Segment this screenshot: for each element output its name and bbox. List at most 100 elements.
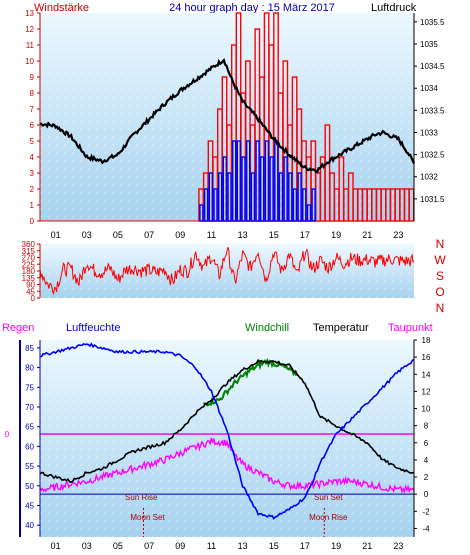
wind-tick-label: 1 bbox=[30, 201, 35, 210]
temperature-tick-label: 2 bbox=[424, 473, 429, 482]
gust-bar bbox=[222, 156, 228, 222]
wind-tick-label: 13 bbox=[25, 9, 34, 18]
temperature-tick-label: 10 bbox=[422, 405, 431, 414]
gust-bar bbox=[269, 156, 274, 222]
gust-bar bbox=[227, 172, 232, 222]
gust-bar bbox=[264, 140, 270, 222]
event-moon-rise: Moon Rise bbox=[309, 513, 348, 522]
pressure-tick-label: 1034.5 bbox=[420, 62, 445, 71]
humidity-tick-label: 65 bbox=[25, 423, 34, 432]
humidity-tick-label: 60 bbox=[25, 442, 34, 451]
event-moon-set: Moon Set bbox=[130, 513, 165, 522]
gust-bar bbox=[217, 172, 223, 222]
wind-direction-line bbox=[39, 246, 415, 295]
direction-tick-label: 315 bbox=[22, 247, 36, 256]
gust-bar bbox=[213, 188, 218, 222]
pressure-axis-title: Luftdruck bbox=[371, 2, 417, 14]
hour-label-top-15: 15 bbox=[269, 230, 279, 240]
direction-tick-label: 360 bbox=[22, 240, 36, 249]
compass-label-s: S bbox=[436, 269, 444, 283]
wind-tick-label: 11 bbox=[26, 41, 35, 50]
pressure-tick-label: 1034 bbox=[420, 84, 438, 93]
humidity-tick-label: 85 bbox=[25, 344, 34, 353]
windchill-line bbox=[202, 357, 298, 407]
wind-tick-label: 3 bbox=[30, 169, 35, 178]
hour-label-top-09: 09 bbox=[175, 230, 185, 240]
humidity-tick-label: 40 bbox=[25, 521, 34, 530]
hour-label-bottom-01: 01 bbox=[51, 541, 61, 551]
hour-label-top-05: 05 bbox=[113, 230, 123, 240]
temperature-line bbox=[39, 358, 414, 483]
gust-bar bbox=[208, 172, 214, 222]
wind-tick-label: 12 bbox=[25, 25, 34, 34]
event-sun-rise: Sun Rise bbox=[125, 493, 158, 502]
hour-label-bottom-05: 05 bbox=[113, 541, 123, 551]
compass-label-n: N bbox=[436, 301, 445, 315]
humidity-line bbox=[39, 342, 415, 520]
direction-tick-label: 225 bbox=[22, 260, 36, 269]
compass-label-o: O bbox=[435, 285, 444, 299]
temperature-tick-label: 18 bbox=[422, 336, 431, 345]
humidity-tick-label: 70 bbox=[25, 403, 34, 412]
dewpoint-line bbox=[39, 437, 415, 495]
pressure-tick-label: 1035 bbox=[420, 40, 438, 49]
humidity-tick-label: 80 bbox=[25, 364, 34, 373]
gust-bar bbox=[236, 140, 242, 222]
compass-label-w: W bbox=[434, 253, 446, 267]
gust-bar bbox=[241, 156, 246, 222]
temperature-tick-label: 0 bbox=[424, 490, 429, 499]
hour-label-bottom-11: 11 bbox=[207, 541, 216, 551]
hour-label-top-13: 13 bbox=[238, 230, 248, 240]
humidity-tick-label: 55 bbox=[25, 462, 34, 471]
temperature-tick-label: 8 bbox=[424, 422, 429, 431]
temperature-tick-label: -4 bbox=[422, 524, 430, 533]
temperature-tick-label: 6 bbox=[424, 439, 429, 448]
direction-tick-label: 0 bbox=[31, 294, 36, 303]
wind-tick-label: 7 bbox=[30, 105, 35, 114]
pressure-tick-label: 1032.5 bbox=[420, 151, 445, 160]
hour-label-bottom-13: 13 bbox=[238, 541, 248, 551]
temperature-tick-label: 14 bbox=[422, 370, 431, 379]
pressure-line bbox=[39, 58, 416, 174]
gust-bar bbox=[255, 140, 260, 222]
humidity-tick-label: 45 bbox=[25, 501, 34, 510]
hour-label-top-17: 17 bbox=[300, 230, 310, 240]
wind-tick-label: 6 bbox=[30, 121, 35, 130]
wind-tick-label: 8 bbox=[30, 89, 35, 98]
direction-tick-label: 180 bbox=[22, 267, 36, 276]
gust-bar bbox=[250, 172, 256, 222]
hour-label-top-01: 01 bbox=[51, 230, 61, 240]
compass-label-n: N bbox=[436, 237, 445, 251]
hour-label-top-23: 23 bbox=[393, 230, 403, 240]
wind-tick-label: 2 bbox=[30, 185, 35, 194]
direction-tick-label: 90 bbox=[26, 281, 35, 290]
gust-bar bbox=[203, 188, 209, 222]
hour-label-bottom-17: 17 bbox=[300, 541, 310, 551]
pressure-tick-label: 1032 bbox=[420, 173, 438, 182]
gust-bar bbox=[260, 156, 265, 222]
page-title: 24 hour graph day : 15 März 2017 bbox=[169, 2, 335, 14]
direction-tick-label: 45 bbox=[26, 287, 35, 296]
hour-label-bottom-03: 03 bbox=[82, 541, 92, 551]
pressure-tick-label: 1033.5 bbox=[420, 106, 445, 115]
gust-bar bbox=[278, 172, 284, 222]
wind-tick-label: 10 bbox=[25, 57, 34, 66]
hour-label-bottom-15: 15 bbox=[269, 541, 279, 551]
gust-bar bbox=[292, 188, 298, 222]
hour-label-bottom-19: 19 bbox=[331, 541, 341, 551]
legend-luftfeuchte: Luftfeuchte bbox=[66, 322, 120, 334]
hour-label-top-11: 11 bbox=[207, 230, 216, 240]
hour-label-top-19: 19 bbox=[331, 230, 341, 240]
gust-bar bbox=[231, 140, 237, 222]
temperature-tick-label: -2 bbox=[422, 507, 430, 516]
pressure-tick-label: 1031.5 bbox=[420, 195, 445, 204]
hour-label-bottom-21: 21 bbox=[362, 541, 372, 551]
legend-temperatur: Temperatur bbox=[313, 322, 369, 334]
hour-label-top-07: 07 bbox=[144, 230, 154, 240]
temperature-tick-label: 12 bbox=[422, 387, 431, 396]
humidity-tick-label: 75 bbox=[25, 383, 34, 392]
pressure-tick-label: 1033 bbox=[420, 128, 438, 137]
hour-label-bottom-23: 23 bbox=[393, 541, 403, 551]
